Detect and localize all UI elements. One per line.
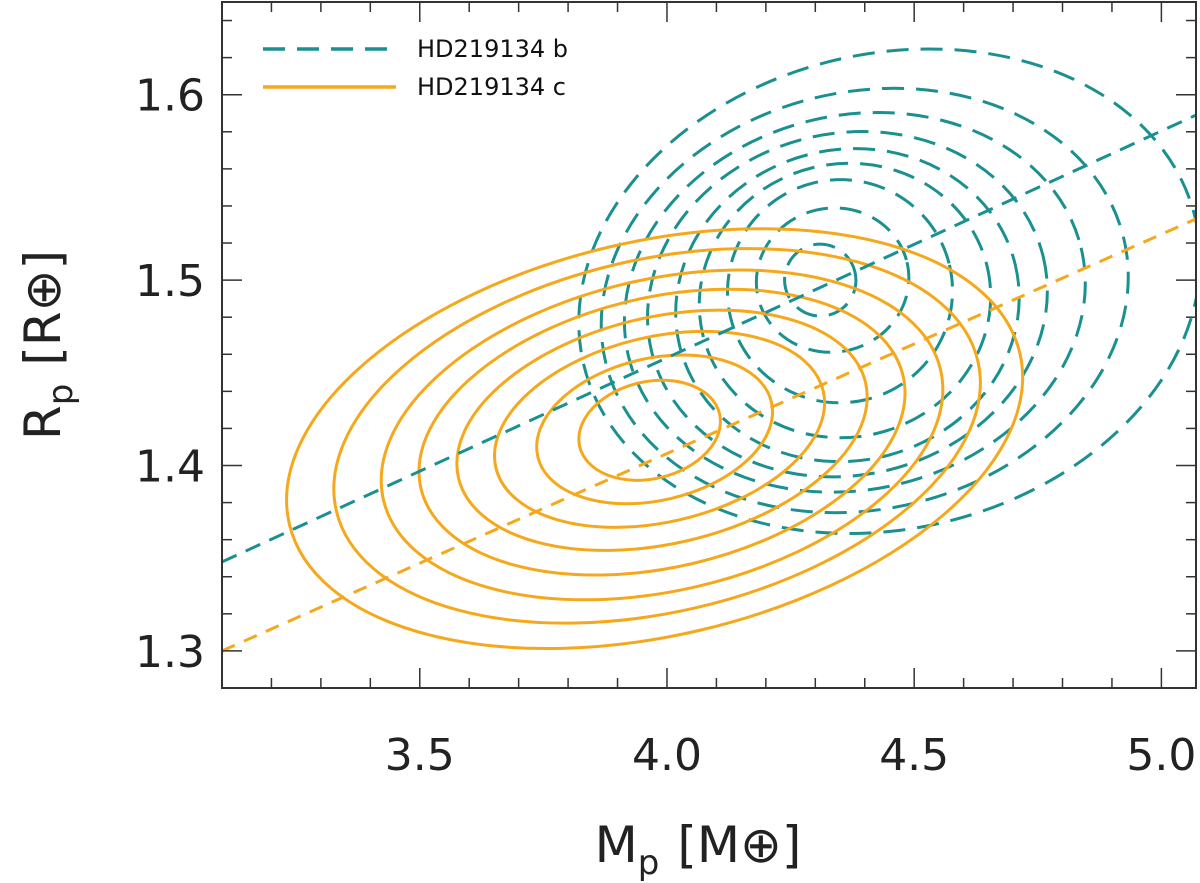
y-axis-symbol: R — [14, 405, 72, 440]
x-tick-label: 4.5 — [879, 730, 949, 781]
contour-c-7 — [535, 353, 775, 506]
contour-c-2 — [332, 247, 982, 625]
x-tick-label: 3.5 — [385, 730, 455, 781]
contour-c-6 — [493, 329, 827, 529]
contour-c-3 — [379, 268, 945, 602]
plot-frame — [221, 1, 1197, 689]
x-axis-label: Mp [M⊕] — [595, 816, 802, 883]
x-axis-subscript: p — [638, 843, 660, 883]
x-axis-symbol: M — [595, 816, 638, 874]
x-axis-unit: [M⊕] — [677, 816, 801, 874]
contour-b-7 — [726, 178, 955, 405]
y-tick-label: 1.4 — [135, 442, 205, 493]
y-axis-label: Rp [R⊕] — [14, 250, 81, 440]
y-axis-subscript: p — [41, 384, 81, 406]
contour-b-9 — [783, 242, 858, 318]
x-tick-label: 4.0 — [632, 730, 702, 781]
contour-b-6 — [697, 161, 993, 440]
y-tick-label: 1.5 — [135, 256, 205, 307]
trend-line-b — [222, 113, 1196, 564]
legend: HD219134 b HD219134 c — [263, 35, 568, 101]
contour-c-4 — [417, 287, 907, 577]
contour-b-4 — [646, 130, 1049, 479]
contour-b-2 — [599, 86, 1130, 515]
series-b-contours — [577, 47, 1196, 535]
series-c-contours — [285, 227, 1025, 651]
contour-c-1 — [285, 227, 1025, 651]
y-tick-labels: 1.3 1.4 1.5 1.6 — [135, 71, 205, 678]
x-tick-label: 5.0 — [1126, 730, 1196, 781]
trend-line-c — [222, 217, 1196, 653]
legend-label-b: HD219134 b — [417, 35, 568, 63]
contour-b-5 — [674, 147, 1021, 464]
contour-b-8 — [754, 206, 911, 354]
contour-b-3 — [622, 111, 1087, 494]
y-tick-label: 1.3 — [135, 627, 205, 678]
y-tick-label: 1.6 — [135, 71, 205, 122]
x-tick-labels: 3.5 4.0 4.5 5.0 — [385, 730, 1197, 781]
contour-c-8 — [577, 378, 722, 482]
trend-lines — [222, 113, 1196, 653]
legend-label-c: HD219134 c — [417, 73, 566, 101]
contour-c-5 — [455, 308, 869, 552]
y-axis-unit: [R⊕] — [14, 250, 72, 366]
axis-ticks — [221, 2, 1196, 689]
